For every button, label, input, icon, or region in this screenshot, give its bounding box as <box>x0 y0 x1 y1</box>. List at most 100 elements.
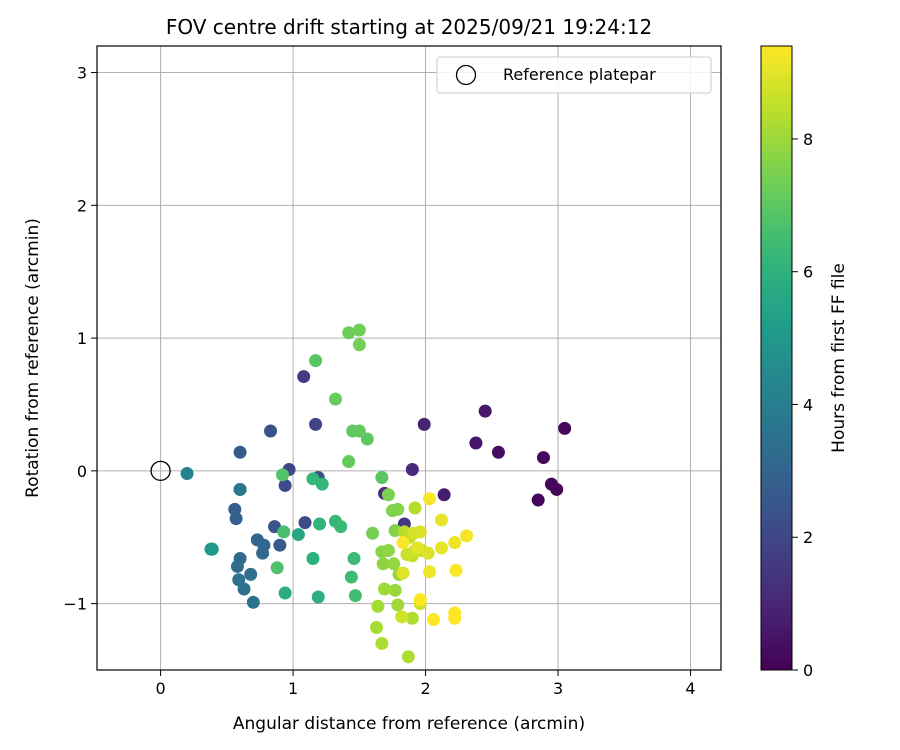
scatter-point <box>405 463 419 477</box>
y-tick-label: 2 <box>77 196 87 215</box>
scatter-point <box>352 338 366 352</box>
scatter-point <box>237 582 251 596</box>
scatter-point <box>391 598 405 612</box>
scatter-point <box>291 528 305 542</box>
scatter-point <box>434 541 448 555</box>
scatter-point <box>405 611 419 625</box>
scatter-point <box>421 546 435 560</box>
scatter-point <box>311 590 325 604</box>
scatter-point <box>264 424 278 438</box>
scatter-point <box>376 557 390 571</box>
scatter-point <box>550 482 564 496</box>
colorbar-tick-label: 0 <box>803 661 813 680</box>
scatter-point <box>306 472 320 486</box>
legend-marker-open-circle <box>455 64 477 86</box>
scatter-point <box>180 467 194 481</box>
scatter-point <box>401 650 415 664</box>
scatter-point <box>400 547 414 561</box>
x-tick-label: 4 <box>685 679 695 698</box>
colorbar-tick-label: 2 <box>803 528 813 547</box>
colorbar-ticks: 0 2 4 6 8 <box>792 130 813 680</box>
y-tick-label: −1 <box>63 595 87 614</box>
scatter-point <box>377 582 391 596</box>
scatter-point <box>417 417 431 431</box>
scatter-point <box>427 613 441 627</box>
scatter-point <box>233 482 247 496</box>
reference-platepar-marker <box>150 460 171 482</box>
scatter-point <box>273 538 287 552</box>
scatter-point <box>352 323 366 337</box>
scatter-point <box>342 326 356 340</box>
scatter-point <box>334 520 348 534</box>
scatter-point <box>558 421 572 435</box>
scatter-point <box>270 561 284 575</box>
scatter-point <box>531 493 545 507</box>
scatter-point <box>387 557 401 571</box>
colorbar-label: Hours from first FF file <box>829 263 849 453</box>
scatter-point <box>306 551 320 565</box>
scatter-point <box>347 551 361 565</box>
scatter-point <box>230 559 244 573</box>
x-tick-label: 3 <box>553 679 563 698</box>
scatter-point <box>478 404 492 418</box>
scatter-point <box>434 513 448 527</box>
legend-label: Reference platepar <box>503 65 656 84</box>
x-axis-label: Angular distance from reference (arcmin) <box>233 714 585 734</box>
scatter-point <box>460 529 474 543</box>
scatter-point <box>309 354 323 368</box>
colorbar-tick-label: 6 <box>803 263 813 282</box>
scatter-point <box>278 586 292 600</box>
scatter-point <box>423 565 437 579</box>
scatter-point <box>381 544 395 558</box>
scatter-point <box>448 611 462 625</box>
scatter-point <box>366 526 380 540</box>
scatter-point <box>448 536 462 550</box>
chart-title: FOV centre drift starting at 2025/09/21 … <box>166 15 652 39</box>
scatter-point <box>469 436 483 450</box>
scatter-point <box>275 468 289 482</box>
scatter-point <box>413 525 427 539</box>
scatter-point <box>491 445 505 459</box>
scatter-point <box>396 566 410 580</box>
scatter-point <box>536 451 550 465</box>
scatter-point <box>437 488 451 502</box>
scatter-point <box>395 610 409 624</box>
scatter-point <box>423 492 437 506</box>
scatter-point <box>298 516 312 530</box>
x-axis-ticks: 0 1 2 3 4 <box>155 670 696 698</box>
legend-box <box>436 56 712 94</box>
scatter-point <box>278 478 292 492</box>
scatter-point <box>449 563 463 577</box>
scatter-point <box>328 392 342 406</box>
scatter-point <box>413 593 427 607</box>
scatter-point <box>313 517 327 531</box>
scatter-point <box>246 595 260 609</box>
scatter-point <box>371 599 385 613</box>
scatter-point <box>360 432 374 446</box>
scatter-point <box>408 501 422 515</box>
scatter-point <box>229 512 243 526</box>
scatter-point <box>344 570 358 584</box>
scatter-point <box>244 567 258 581</box>
scatter-point <box>309 417 323 431</box>
colorbar-tick-label: 4 <box>803 395 813 414</box>
scatter-point <box>342 455 356 469</box>
scatter-points <box>150 323 572 664</box>
scatter-point <box>381 488 395 502</box>
y-tick-label: 0 <box>77 462 87 481</box>
scatter-point <box>348 589 362 603</box>
x-tick-label: 1 <box>288 679 298 698</box>
scatter-point <box>388 583 402 597</box>
scatter-point <box>370 621 384 635</box>
y-axis-label: Rotation from reference (arcmin) <box>23 218 43 498</box>
scatter-point <box>375 470 389 484</box>
x-tick-label: 2 <box>420 679 430 698</box>
scatter-point <box>375 636 389 650</box>
scatter-point <box>297 370 311 384</box>
colorbar-gradient <box>760 45 793 671</box>
colorbar: 0 2 4 6 8 Hours from first FF file <box>760 45 849 680</box>
scatter-point <box>204 542 218 556</box>
y-tick-label: 1 <box>77 329 87 348</box>
grid <box>97 46 721 670</box>
